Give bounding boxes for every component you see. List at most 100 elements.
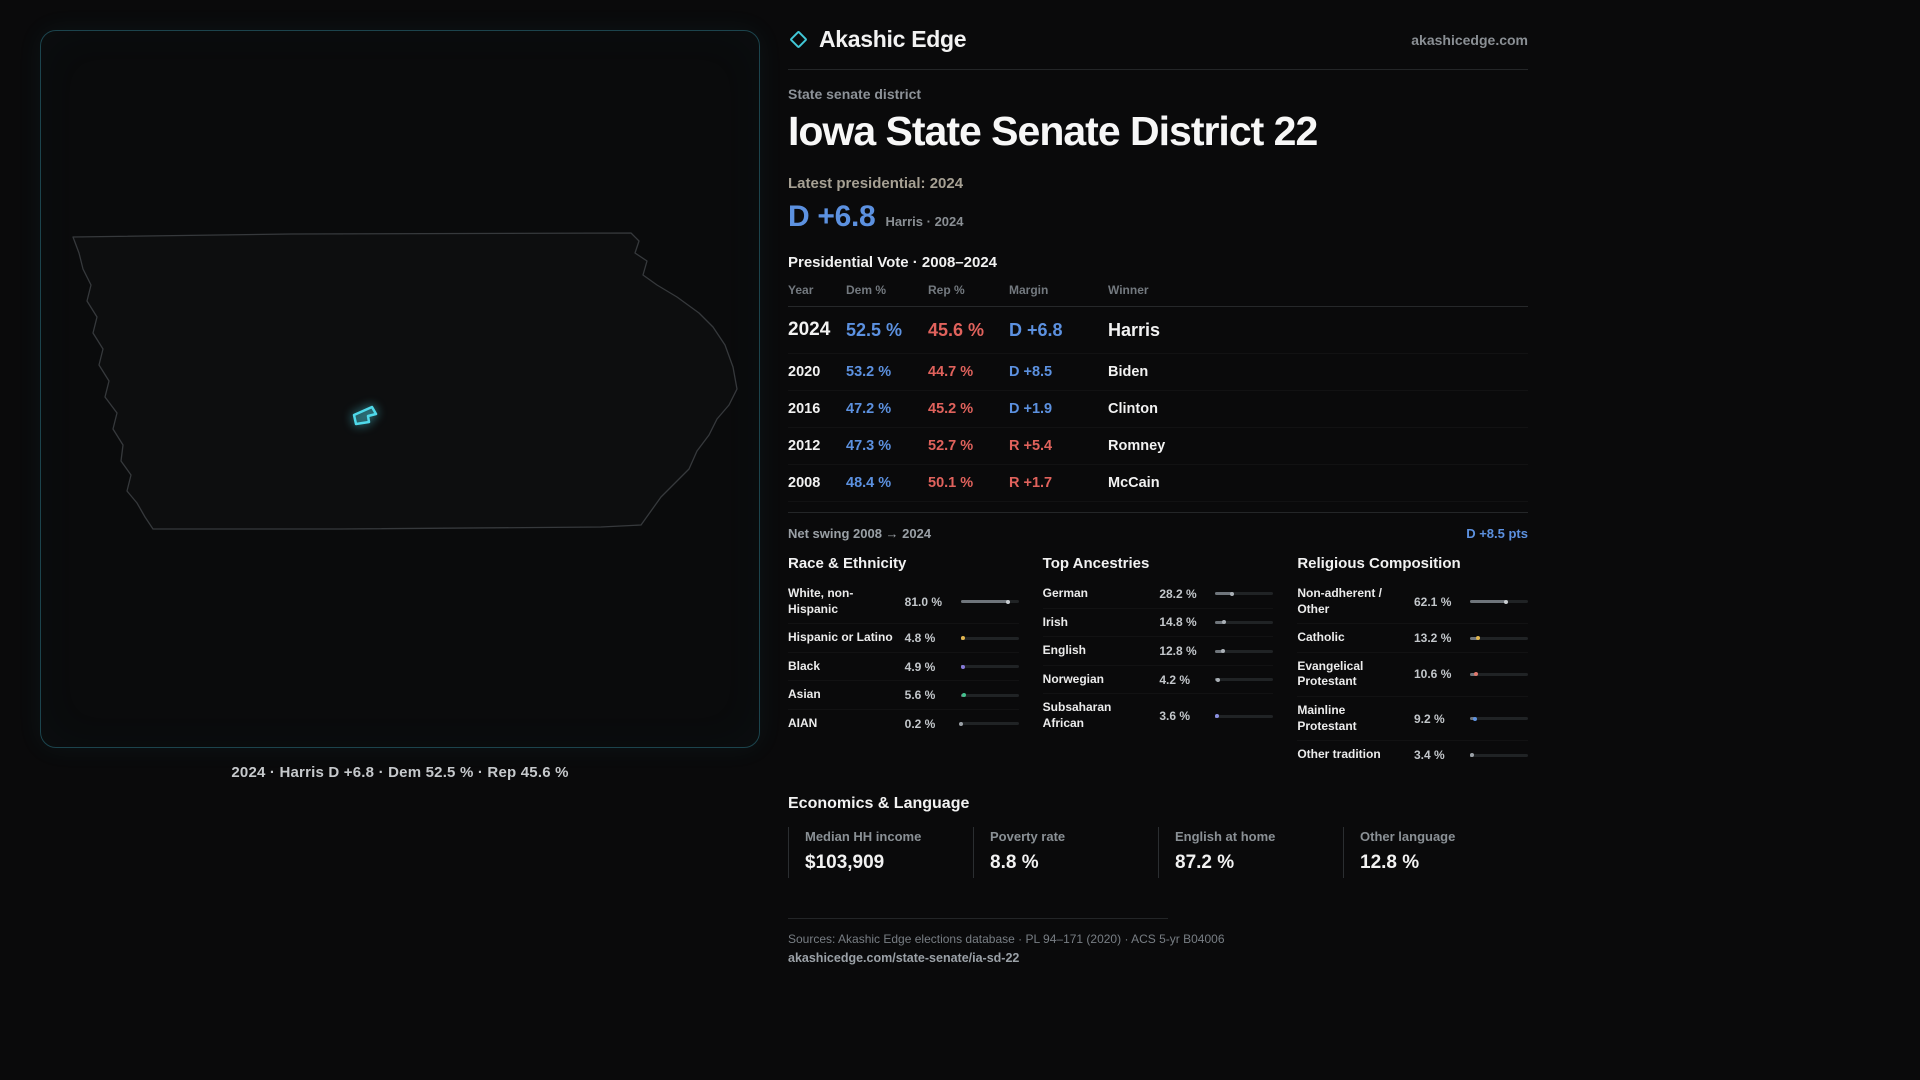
col-year: Year xyxy=(788,283,814,298)
map-section: 2024 · Harris D +6.8 · Dem 52.5 % · Rep … xyxy=(40,30,760,781)
demo-row: Catholic 13.2 % xyxy=(1297,624,1528,653)
stat-other-language: Other language 12.8 % xyxy=(1343,826,1528,878)
stat-bar-fill xyxy=(1470,672,1477,676)
demo-value: 28.2 % xyxy=(1159,586,1197,601)
demo-row: Black 4.9 % xyxy=(788,653,1019,682)
stat-bar xyxy=(1215,649,1274,653)
district-type-kicker: State senate district xyxy=(788,86,922,102)
dem-cell: 53.2 % xyxy=(846,364,892,381)
stat-english-at-home: English at home 87.2 % xyxy=(1158,826,1343,878)
race-ethnicity-title: Race & Ethnicity xyxy=(788,555,907,573)
sources-text: Sources: Akashic Edge elections database… xyxy=(788,931,1225,946)
religion-title: Religious Composition xyxy=(1297,555,1461,573)
demo-value: 9.2 % xyxy=(1414,711,1445,726)
demo-value: 3.6 % xyxy=(1159,709,1191,724)
year-cell: 2008 xyxy=(788,475,821,492)
winner-cell: Biden xyxy=(1108,364,1149,381)
map-caption: 2024 · Harris D +6.8 · Dem 52.5 % · Rep … xyxy=(231,764,569,781)
stat-bar xyxy=(960,722,1019,726)
stat-bar xyxy=(960,693,1019,697)
margin-cell: D +8.5 xyxy=(1009,364,1053,381)
stat-bar xyxy=(1470,717,1528,721)
rep-cell: 45.2 % xyxy=(928,401,974,418)
stat-bar-fill xyxy=(1215,620,1224,624)
demo-value: 81.0 % xyxy=(904,594,943,609)
stat-bar xyxy=(1470,753,1528,757)
col-margin: Margin xyxy=(1009,283,1049,298)
winner-cell: Clinton xyxy=(1108,401,1158,418)
brand-name: Akashic Edge xyxy=(819,26,967,52)
year-cell: 2024 xyxy=(788,319,831,341)
demo-value: 4.9 % xyxy=(904,659,936,674)
page-title: Iowa State Senate District 22 xyxy=(788,108,1318,154)
vote-row-2012: 2012 47.3 % 52.7 % R +5.4 Romney xyxy=(788,428,1528,465)
demo-row: Hispanic or Latino 4.8 % xyxy=(788,624,1019,653)
winner-cell: McCain xyxy=(1108,475,1160,492)
report-header: Akashic Edge akashicedge.com xyxy=(788,26,1528,70)
demo-value: 12.8 % xyxy=(1159,644,1197,659)
site-link[interactable]: akashicedge.com xyxy=(1411,31,1528,48)
vote-row-2020: 2020 53.2 % 44.7 % D +8.5 Biden xyxy=(788,354,1528,391)
demo-label: Black xyxy=(788,658,821,673)
ancestries-column: Top Ancestries German 28.2 % Irish 14.8 … xyxy=(1043,555,1274,769)
demo-value: 4.8 % xyxy=(904,631,936,646)
latest-presidential-label: Latest presidential: 2024 xyxy=(788,175,964,193)
stat-bar-fill xyxy=(1470,753,1472,757)
margin-cell: R +5.4 xyxy=(1009,438,1053,455)
demo-row: AIAN 0.2 % xyxy=(788,710,1019,738)
stat-bar-fill xyxy=(1470,717,1476,721)
demo-label: English xyxy=(1042,643,1086,658)
year-cell: 2020 xyxy=(788,364,821,381)
permalink[interactable]: akashicedge.com/state-senate/ia-sd-22 xyxy=(788,950,1020,965)
demo-label: Subsaharan African xyxy=(1042,700,1112,731)
stat-bar-fill xyxy=(1470,600,1507,604)
stat-value: 8.8 % xyxy=(990,851,1039,873)
demo-value: 5.6 % xyxy=(904,688,936,703)
demo-label: Evangelical Protestant xyxy=(1297,658,1364,689)
demo-row: German 28.2 % xyxy=(1043,580,1274,609)
demo-value: 13.2 % xyxy=(1414,631,1452,646)
stat-bar xyxy=(960,665,1019,669)
rep-cell: 45.6 % xyxy=(928,319,985,340)
margin-cell: D +6.8 xyxy=(1009,319,1063,340)
stat-bar-fill xyxy=(960,693,964,697)
headline-margin-sub: Harris · 2024 xyxy=(885,214,964,230)
demo-row: Irish 14.8 % xyxy=(1043,609,1274,638)
stat-value: 87.2 % xyxy=(1175,851,1235,873)
stat-bar-fill xyxy=(960,636,964,640)
diamond-logo-icon xyxy=(789,30,808,49)
religion-column: Religious Composition Non-adherent / Oth… xyxy=(1297,555,1528,769)
col-rep: Rep % xyxy=(928,283,965,298)
district-22-shape xyxy=(352,405,378,426)
stat-bar xyxy=(1215,714,1274,718)
stat-bar xyxy=(1215,592,1274,596)
dem-cell: 48.4 % xyxy=(846,475,892,492)
vote-table-header: Year Dem % Rep % Margin Winner xyxy=(788,283,1528,308)
demo-row: Norwegian 4.2 % xyxy=(1043,666,1274,695)
stat-label: Poverty rate xyxy=(990,828,1066,844)
winner-cell: Romney xyxy=(1108,438,1166,455)
demo-label: Other tradition xyxy=(1297,747,1381,762)
demo-value: 62.1 % xyxy=(1414,594,1452,609)
demo-row: Mainline Protestant 9.2 % xyxy=(1297,697,1528,741)
demo-label: Asian xyxy=(788,687,821,702)
race-ethnicity-column: Race & Ethnicity White, non-Hispanic 81.… xyxy=(788,555,1019,769)
demo-row: Non-adherent / Other 62.1 % xyxy=(1297,580,1528,624)
col-winner: Winner xyxy=(1108,283,1149,298)
stat-bar-fill xyxy=(1470,636,1478,640)
demo-row: Subsaharan African 3.6 % xyxy=(1043,694,1274,737)
demo-label: Catholic xyxy=(1297,630,1345,645)
demo-value: 4.2 % xyxy=(1159,672,1191,687)
margin-cell: R +1.7 xyxy=(1009,475,1053,492)
net-swing-row: Net swing 2008 → 2024 D +8.5 pts xyxy=(788,512,1528,541)
demographics-grid: Race & Ethnicity White, non-Hispanic 81.… xyxy=(788,555,1528,769)
stat-label: Median HH income xyxy=(805,828,922,844)
footer-divider xyxy=(788,917,1168,919)
demo-label: White, non-Hispanic xyxy=(788,586,854,616)
stat-bar xyxy=(960,636,1019,640)
stat-poverty-rate: Poverty rate 8.8 % xyxy=(973,826,1158,878)
winner-cell: Harris xyxy=(1108,319,1161,340)
stat-median-income: Median HH income $103,909 xyxy=(788,826,973,878)
stat-bar-fill xyxy=(960,665,964,669)
